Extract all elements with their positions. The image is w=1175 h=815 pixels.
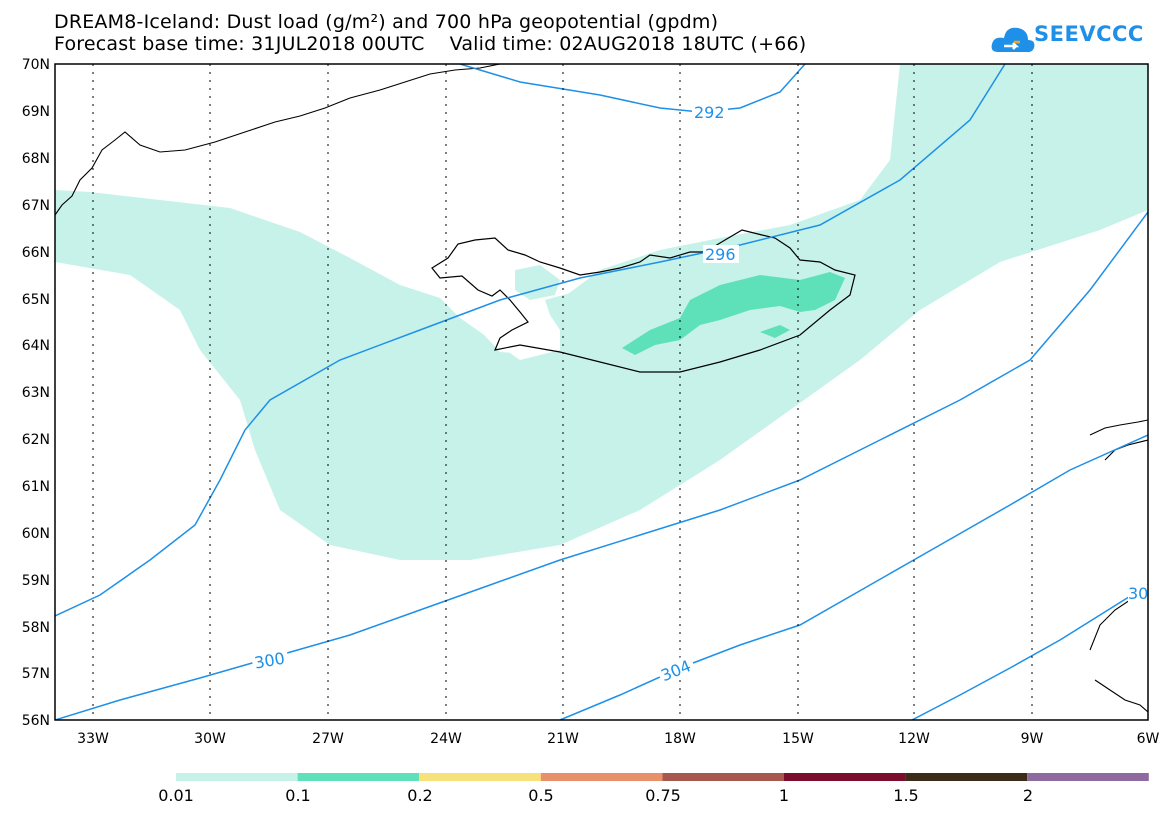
lat-label: 59N — [22, 573, 50, 589]
colorbar-label: 1.5 — [893, 786, 919, 805]
colorbar-label: 0.2 — [407, 786, 433, 805]
graticule — [92, 64, 1033, 720]
lon-label: 30W — [194, 731, 226, 747]
lon-label: 6W — [1137, 731, 1160, 747]
colorbar-segment — [905, 773, 1028, 781]
colorbar-label: 0.1 — [285, 786, 311, 805]
lon-label: 33W — [77, 731, 109, 747]
lat-label: 66N — [22, 245, 50, 261]
logo-text: SEEVCCC — [1034, 22, 1144, 46]
lon-label: 21W — [547, 731, 579, 747]
colorbar-segment — [784, 773, 906, 781]
lat-label: 61N — [22, 479, 50, 495]
lon-label: 18W — [664, 731, 696, 747]
chart-title: DREAM8-Iceland: Dust load (g/m²) and 700… — [54, 11, 719, 33]
lon-label: 24W — [430, 731, 462, 747]
iceland-coastline — [431, 229, 856, 373]
contour-label-308: 30 — [1128, 584, 1148, 603]
greenland-coastline — [55, 64, 501, 216]
lat-label: 67N — [22, 198, 50, 214]
lat-label: 57N — [22, 666, 50, 682]
colorbar-segment — [540, 773, 663, 781]
colorbar-segment — [1027, 773, 1149, 781]
lat-label: 62N — [22, 432, 50, 448]
contour-label-300: 300 — [253, 649, 286, 673]
contour-label-296: 296 — [705, 245, 736, 264]
lat-label: 70N — [22, 57, 50, 73]
scandinavia-coastline — [1089, 419, 1148, 461]
dust-shade-low — [55, 64, 1148, 560]
lat-label: 63N — [22, 385, 50, 401]
lat-label: 69N — [22, 104, 50, 120]
colorbar — [176, 773, 1149, 781]
dust-shade-mid — [622, 272, 845, 355]
lat-label: 56N — [22, 713, 50, 729]
lat-label: 64N — [22, 338, 50, 354]
colorbar-label: 2 — [1022, 786, 1034, 805]
colorbar-label: 1 — [778, 786, 790, 805]
colorbar-label: 0.75 — [645, 786, 681, 805]
lon-label: 15W — [782, 731, 814, 747]
contour-label-292: 292 — [694, 103, 725, 122]
colorbar-segment — [419, 773, 541, 781]
colorbar-segment — [297, 773, 420, 781]
lon-label: 12W — [898, 731, 930, 747]
colorbar-label: 0.01 — [158, 786, 194, 805]
chart-subtitle: Forecast base time: 31JUL2018 00UTC Vali… — [54, 33, 807, 55]
lat-label: 58N — [22, 620, 50, 636]
colorbar-label: 0.5 — [528, 786, 554, 805]
lat-label: 68N — [22, 151, 50, 167]
map-frame — [54, 63, 1149, 721]
cloud-logo-icon — [991, 27, 1035, 53]
lon-label: 27W — [312, 731, 344, 747]
geopotential-contours — [55, 64, 1148, 720]
lat-label: 60N — [22, 526, 50, 542]
lat-label: 65N — [22, 292, 50, 308]
colorbar-segment — [176, 773, 298, 781]
colorbar-segment — [662, 773, 784, 781]
lon-label: 9W — [1021, 731, 1044, 747]
scotland-coastline — [1089, 594, 1148, 713]
